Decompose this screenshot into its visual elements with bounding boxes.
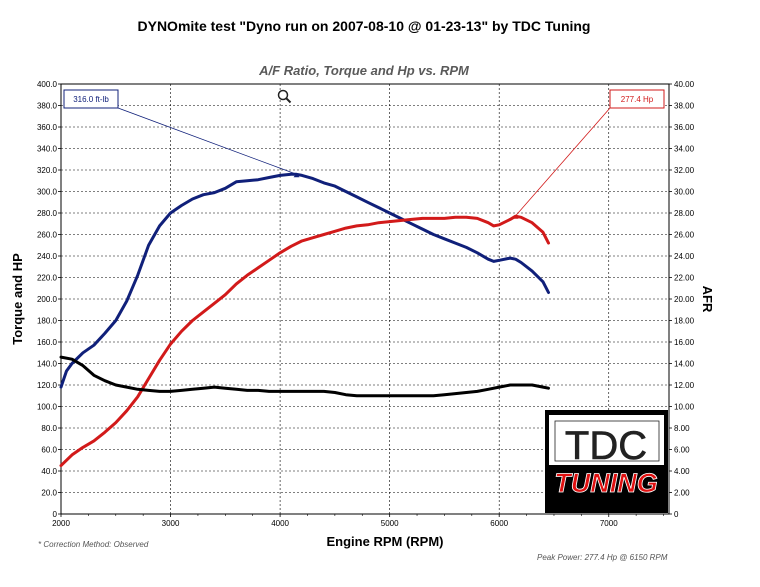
y-tick-label: 400.0: [37, 80, 58, 89]
y-tick-label: 340.0: [37, 145, 58, 154]
horsepower-curve: [59, 214, 550, 468]
y-tick-label: 260.0: [37, 231, 58, 240]
torque-peak-callout: [63, 89, 119, 109]
y2-tick-label: 20.00: [674, 295, 695, 304]
y-tick-label: 280.0: [37, 209, 58, 218]
x-tick-label: 4000: [271, 519, 289, 528]
x-tick-label: 3000: [162, 519, 180, 528]
y-tick-label: 240.0: [37, 252, 58, 261]
y2-tick-label: 40.00: [674, 80, 695, 89]
y-tick-label: 160.0: [37, 338, 58, 347]
y2-tick-label: 38.00: [674, 102, 695, 111]
x-tick-label: 7000: [600, 519, 618, 528]
x-tick-labels: 2000 3000 4000 5000 6000 7000: [52, 519, 618, 528]
y-tick-label: 40.0: [41, 467, 57, 476]
y-tick-label: 200.0: [37, 295, 58, 304]
y-tick-label: 20.0: [41, 489, 57, 498]
y-tick-label: 220.0: [37, 274, 58, 283]
chart-title: DYNOmite test "Dyno run on 2007-08-10 @ …: [138, 18, 591, 34]
y-tick-label: 300.0: [37, 188, 58, 197]
y2-tick-label: 32.00: [674, 166, 695, 175]
y2-tick-label: 22.00: [674, 274, 695, 283]
y2-tick-label: 30.00: [674, 188, 695, 197]
y2-tick-label: 2.00: [674, 489, 690, 498]
series-lines: [59, 172, 550, 468]
footnote-peak-power: Peak Power: 277.4 Hp @ 6150 RPM: [537, 553, 668, 562]
y-tick-label: 80.0: [41, 424, 57, 433]
x-tick-label: 5000: [381, 519, 399, 528]
y2-tick-label: 24.00: [674, 252, 695, 261]
peak-callouts: 316.0 ft-lb 277.4 Hp: [63, 89, 665, 219]
chart-subtitle: A/F Ratio, Torque and Hp vs. RPM: [258, 63, 470, 78]
callout-leader-line: [515, 107, 611, 217]
y2-tick-label: 36.00: [674, 123, 695, 132]
torque-curve: [59, 172, 550, 389]
tdc-tuning-logo: TDC TUNING: [545, 410, 668, 513]
y-tick-label: 360.0: [37, 123, 58, 132]
callout-leader-line: [117, 107, 297, 175]
y2-tick-labels: 0 2.00 4.00 6.00 8.00 10.00 12.00 14.00 16.00 18.…: [674, 80, 695, 519]
y2-tick-label: 12.00: [674, 381, 695, 390]
y-tick-label: 0: [53, 510, 58, 519]
y2-tick-label: 6.00: [674, 446, 690, 455]
x-axis-label: Engine RPM (RPM): [327, 534, 444, 549]
callout-arrowhead: [293, 173, 300, 178]
y2-axis-label: AFR: [700, 286, 715, 313]
x-tick-label: 6000: [490, 519, 508, 528]
y-tick-label: 140.0: [37, 360, 58, 369]
y2-tick-label: 28.00: [674, 209, 695, 218]
y-tick-label: 120.0: [37, 381, 58, 390]
y2-tick-label: 10.00: [674, 403, 695, 412]
callout-label: 316.0 ft-lb: [73, 95, 109, 104]
y2-tick-label: 18.00: [674, 317, 695, 326]
y2-tick-label: 26.00: [674, 231, 695, 240]
grid-lines: [58, 83, 672, 517]
y2-tick-label: 34.00: [674, 145, 695, 154]
y-tick-label: 180.0: [37, 317, 58, 326]
y2-tick-label: 8.00: [674, 424, 690, 433]
callout-arrowhead: [512, 214, 519, 219]
y-tick-label: 320.0: [37, 166, 58, 175]
svg-text:TUNING: TUNING: [554, 468, 658, 498]
y2-tick-label: 4.00: [674, 467, 690, 476]
magnifier-icon[interactable]: [277, 89, 292, 104]
y2-tick-label: 14.00: [674, 360, 695, 369]
y-axis-label: Torque and HP: [10, 253, 25, 345]
y-tick-labels: 0 20.0 40.0 60.0 80.0 100.0 120.0 140.0 160.0 180…: [37, 80, 58, 519]
hp-peak-callout: [609, 89, 665, 109]
y-tick-label: 380.0: [37, 102, 58, 111]
footnote-correction: * Correction Method: Observed: [38, 540, 149, 549]
y2-tick-label: 0: [674, 510, 679, 519]
afr-curve: [59, 355, 550, 398]
callout-label: 277.4 Hp: [621, 95, 654, 104]
x-tick-label: 2000: [52, 519, 70, 528]
y-tick-label: 100.0: [37, 403, 58, 412]
svg-text:TDC: TDC: [565, 424, 647, 468]
y-tick-label: 60.0: [41, 446, 57, 455]
y2-tick-label: 16.00: [674, 338, 695, 347]
